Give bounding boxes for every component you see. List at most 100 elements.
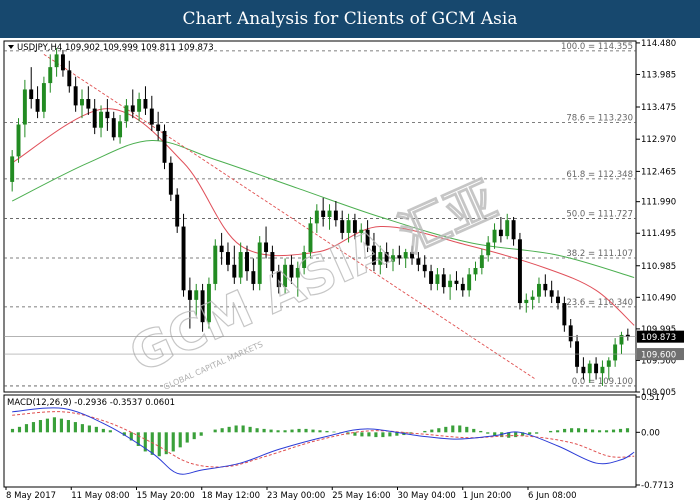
price-tick-label: 112.465 bbox=[641, 167, 676, 177]
candle-body bbox=[346, 220, 351, 233]
candle-body bbox=[625, 334, 630, 337]
candle-body bbox=[35, 99, 40, 112]
candle-body bbox=[581, 366, 586, 374]
candle-body bbox=[73, 86, 78, 106]
candle-body bbox=[124, 105, 129, 122]
candle-body bbox=[568, 325, 573, 342]
candle-body bbox=[251, 271, 256, 284]
candle-body bbox=[340, 220, 345, 233]
page-title: Chart Analysis for Clients of GCM Asia bbox=[0, 0, 700, 38]
candle-body bbox=[498, 229, 503, 237]
candle-body bbox=[511, 220, 516, 240]
candle-body bbox=[29, 89, 34, 100]
fib-label: 61.8 = 112.348 bbox=[566, 170, 633, 180]
price-tick-label: 109.005 bbox=[641, 388, 676, 398]
candles bbox=[10, 48, 630, 386]
price-label-box bbox=[637, 330, 684, 343]
price-labels: 109.873 109.600 bbox=[4, 330, 684, 361]
fib-label: 78.6 = 113.230 bbox=[566, 114, 633, 124]
candle-body bbox=[422, 264, 427, 272]
price-tick-label: 114.480 bbox=[641, 39, 676, 49]
candle-body bbox=[283, 264, 288, 288]
candle-body bbox=[149, 108, 154, 125]
price-panel-frame bbox=[3, 40, 637, 393]
candle-body bbox=[226, 252, 230, 265]
candle-body bbox=[105, 111, 110, 119]
candle-body bbox=[391, 255, 395, 262]
candle-body bbox=[289, 264, 294, 278]
price-tick-label: 111.990 bbox=[641, 198, 676, 208]
candle-body bbox=[264, 242, 269, 253]
time-tick-label: 8 May 2017 bbox=[6, 491, 56, 500]
candle-body bbox=[517, 239, 522, 304]
candle-body bbox=[308, 223, 313, 253]
candle-body bbox=[156, 124, 161, 131]
time-tick-label: 30 May 04:00 bbox=[398, 491, 456, 500]
candle-body bbox=[549, 290, 554, 297]
macd-tick-label: -0.7713 bbox=[641, 481, 674, 491]
price-label-text: 109.873 bbox=[641, 333, 676, 343]
price-label-box bbox=[637, 348, 684, 361]
candle-body bbox=[60, 54, 65, 71]
candle-body bbox=[410, 252, 414, 259]
macd-tick-label: 0.00 bbox=[641, 428, 660, 438]
candle-body bbox=[543, 283, 548, 291]
candle-body bbox=[187, 290, 192, 300]
candle-body bbox=[359, 229, 364, 233]
candle-body bbox=[22, 89, 27, 125]
time-tick-label: 15 May 20:00 bbox=[137, 491, 195, 500]
candle-body bbox=[606, 360, 611, 367]
candle-body bbox=[556, 296, 560, 304]
candle-body bbox=[537, 283, 541, 297]
candle-body bbox=[238, 252, 243, 278]
candle-body bbox=[67, 70, 72, 87]
candle-body bbox=[473, 267, 478, 275]
candle-body bbox=[48, 67, 53, 84]
candle-body bbox=[206, 283, 211, 323]
candle-body bbox=[143, 99, 148, 109]
price-tick-label: 113.475 bbox=[641, 103, 676, 113]
candle-body bbox=[467, 274, 472, 291]
collapse-arrow-icon[interactable] bbox=[8, 45, 14, 49]
candle-body bbox=[524, 299, 529, 304]
macd-axis: 0.517 0.00 -0.7713 bbox=[636, 393, 674, 491]
candle-body bbox=[194, 290, 199, 300]
candle-body bbox=[321, 210, 326, 217]
macd-main-line bbox=[12, 407, 635, 475]
candle-body bbox=[80, 99, 84, 106]
ma-fast-line bbox=[11, 108, 635, 326]
candle-body bbox=[314, 210, 319, 224]
candle-body bbox=[245, 252, 249, 272]
candle-body bbox=[460, 283, 465, 291]
fib-label: 38.2 = 111.107 bbox=[566, 249, 633, 259]
candle-body bbox=[200, 290, 205, 323]
chart-area: 100.0 = 114.355 78.6 = 113.230 61.8 = 112.… bbox=[3, 39, 684, 500]
candle-body bbox=[371, 245, 376, 265]
candle-body bbox=[365, 229, 370, 246]
fib-label: 100.0 = 114.355 bbox=[561, 42, 633, 52]
time-tick-label: 25 May 16:00 bbox=[332, 491, 390, 500]
price-tick-label: 112.970 bbox=[641, 135, 676, 145]
candle-body bbox=[448, 280, 453, 288]
candle-body bbox=[257, 242, 262, 284]
candle-body bbox=[441, 274, 446, 288]
fib-label: 23.6 = 110.340 bbox=[566, 298, 633, 308]
candle-body bbox=[486, 242, 491, 256]
candle-body bbox=[219, 245, 224, 253]
macd-tick-label: 0.517 bbox=[641, 393, 665, 403]
candle-body bbox=[587, 363, 592, 374]
candle-body bbox=[162, 130, 167, 163]
candle-body bbox=[454, 280, 459, 284]
candle-body bbox=[130, 105, 135, 112]
candle-body bbox=[562, 303, 567, 326]
price-tick-label: 109.500 bbox=[641, 356, 676, 366]
candle-body bbox=[137, 99, 142, 112]
candle-body bbox=[619, 334, 624, 345]
candle-body bbox=[594, 363, 599, 374]
time-tick-label: 23 May 00:00 bbox=[267, 491, 325, 500]
ma-slow-line bbox=[11, 139, 635, 279]
candle-body bbox=[403, 252, 408, 259]
price-tick-label: 111.495 bbox=[641, 229, 676, 239]
candle-body bbox=[54, 54, 59, 68]
candle-body bbox=[613, 344, 618, 361]
